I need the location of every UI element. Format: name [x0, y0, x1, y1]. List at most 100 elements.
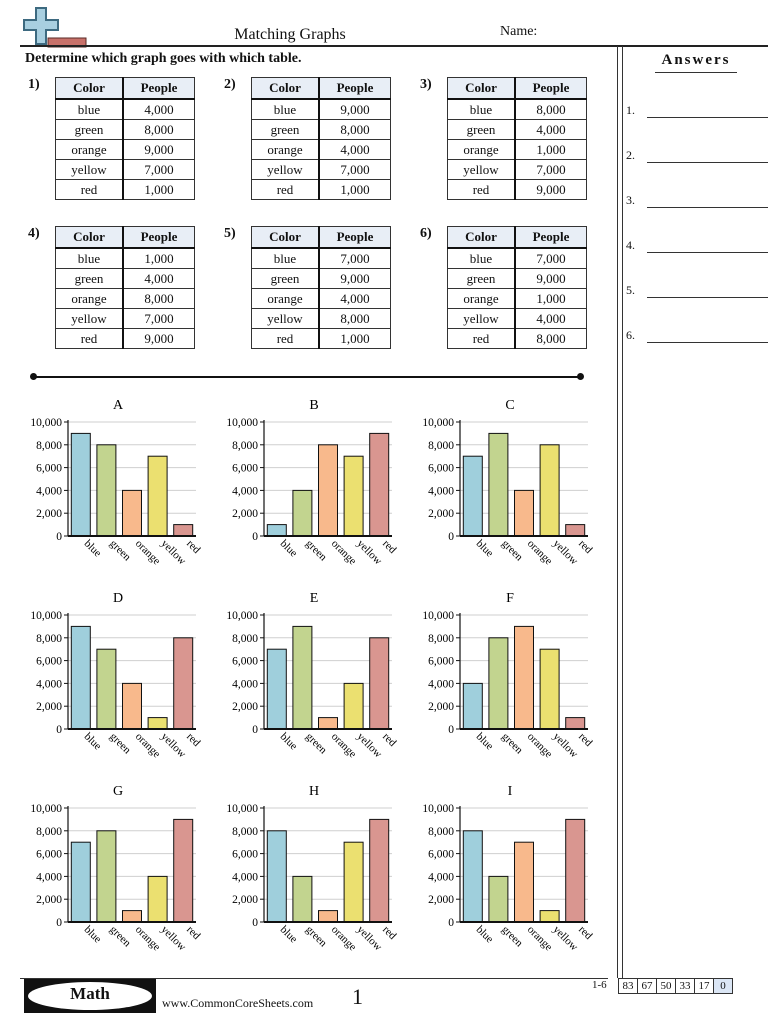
instructions: Determine which graph goes with which ta…: [25, 51, 302, 66]
chart-title: H: [309, 784, 319, 799]
chart-title: I: [508, 784, 513, 799]
table-row: green 9,000: [447, 268, 587, 289]
color-cell: red: [447, 328, 516, 349]
x-tick-label: red: [576, 924, 595, 943]
bar-yellow: [343, 455, 364, 537]
y-tick-label: 8,000: [428, 826, 454, 838]
color-cell: green: [55, 119, 124, 140]
bar-chart-g: G 0 2,000 4,000 6,000 8,000 10,000 blue green ora…: [14, 781, 204, 961]
answer-blank[interactable]: [647, 342, 768, 343]
x-tick-label: yellow: [158, 924, 188, 954]
people-cell: 8,000: [514, 98, 587, 120]
y-tick-label: 6,000: [428, 463, 454, 475]
bar-blue: [462, 830, 483, 923]
table-header-row: Color People: [447, 77, 587, 100]
problem-6: 6) Color People blue 7,000 green 9,000 orange 1,…: [420, 226, 610, 356]
table-row: orange 4,000: [251, 288, 391, 309]
people-cell: 7,000: [514, 159, 587, 180]
answer-blank[interactable]: [647, 162, 768, 163]
table-row: yellow 7,000: [251, 159, 391, 180]
answer-blank[interactable]: [647, 297, 768, 298]
table-row: blue 4,000: [55, 98, 195, 120]
y-tick-label: 6,000: [36, 463, 62, 475]
y-tick-label: 8,000: [36, 826, 62, 838]
score-cell: 0: [713, 978, 733, 994]
bar-green: [292, 625, 313, 730]
answer-row: 5.: [626, 283, 768, 303]
color-cell: green: [447, 119, 516, 140]
table-row: red 9,000: [55, 328, 195, 349]
x-tick-label: yellow: [354, 538, 384, 568]
people-cell: 4,000: [122, 268, 195, 289]
y-tick-label: 4,000: [428, 485, 454, 497]
color-cell: yellow: [447, 308, 516, 329]
bar-yellow: [539, 648, 560, 730]
people-cell: 9,000: [318, 98, 391, 120]
website-link[interactable]: www.CommonCoreSheets.com: [162, 996, 314, 1010]
bar-green: [96, 444, 117, 537]
x-tick-label: yellow: [550, 731, 580, 761]
y-tick-label: 2,000: [36, 701, 62, 713]
bar-red: [565, 818, 586, 923]
table-row: blue 7,000: [251, 247, 391, 269]
bar-chart-d: D 0 2,000 4,000 6,000 8,000 10,000 blue green ora…: [14, 588, 204, 768]
bar-green: [96, 648, 117, 730]
y-tick-label: 10,000: [226, 610, 258, 622]
y-tick-label: 2,000: [36, 508, 62, 520]
y-tick-label: 0: [252, 724, 258, 736]
color-cell: blue: [55, 247, 124, 269]
people-cell: 1,000: [514, 139, 587, 160]
color-cell: green: [447, 268, 516, 289]
answer-blank[interactable]: [647, 207, 768, 208]
score-cell: 17: [694, 978, 714, 994]
bar-orange: [318, 910, 338, 923]
color-cell: blue: [251, 247, 320, 269]
x-tick-label: red: [184, 924, 203, 943]
bar-green: [488, 637, 509, 730]
y-tick-label: 8,000: [232, 826, 258, 838]
answer-column-rule: [622, 46, 623, 978]
problem-3: 3) Color People blue 8,000 green 4,000 orange 1,…: [420, 77, 610, 207]
chart-svg: B 0 2,000 4,000 6,000 8,000 10,000 blue green ora…: [226, 398, 398, 568]
bar-red: [369, 637, 390, 730]
people-cell: 1,000: [514, 288, 587, 309]
people-cell: 7,000: [122, 159, 195, 180]
color-cell: green: [55, 268, 124, 289]
x-tick-label: orange: [329, 538, 359, 568]
score-cell: 83: [618, 978, 638, 994]
y-tick-label: 0: [252, 917, 258, 929]
bar-orange: [122, 682, 142, 730]
answer-row: 6.: [626, 328, 768, 348]
color-cell: orange: [251, 139, 320, 160]
chart-title: D: [113, 591, 123, 606]
people-cell: 1,000: [318, 179, 391, 200]
people-cell: 1,000: [122, 247, 195, 269]
table-row: yellow 4,000: [447, 308, 587, 329]
y-tick-label: 2,000: [232, 508, 258, 520]
bar-yellow: [539, 444, 560, 537]
color-cell: red: [447, 179, 516, 200]
chart-title: B: [309, 398, 318, 413]
x-tick-label: blue: [82, 731, 104, 753]
x-tick-label: orange: [329, 924, 359, 954]
x-tick-label: blue: [82, 538, 104, 560]
score-table: 83 67 50 33 17 0: [618, 978, 733, 994]
table-row: red 8,000: [447, 328, 587, 349]
color-cell: yellow: [251, 159, 320, 180]
name-label: Name:: [500, 24, 538, 39]
section-divider: [33, 376, 581, 378]
y-tick-label: 4,000: [428, 871, 454, 883]
y-tick-label: 6,000: [36, 656, 62, 668]
bar-yellow: [147, 875, 168, 923]
x-tick-label: red: [184, 538, 203, 557]
answer-row: 3.: [626, 193, 768, 213]
answer-blank[interactable]: [647, 252, 768, 253]
answer-blank[interactable]: [647, 117, 768, 118]
answer-number: 4.: [626, 238, 635, 252]
x-tick-label: green: [499, 924, 525, 950]
table-row: yellow 7,000: [55, 308, 195, 329]
answers-title-underline: [655, 72, 737, 73]
people-cell: 4,000: [122, 98, 195, 120]
x-tick-label: blue: [278, 924, 300, 946]
score-cell: 33: [675, 978, 695, 994]
